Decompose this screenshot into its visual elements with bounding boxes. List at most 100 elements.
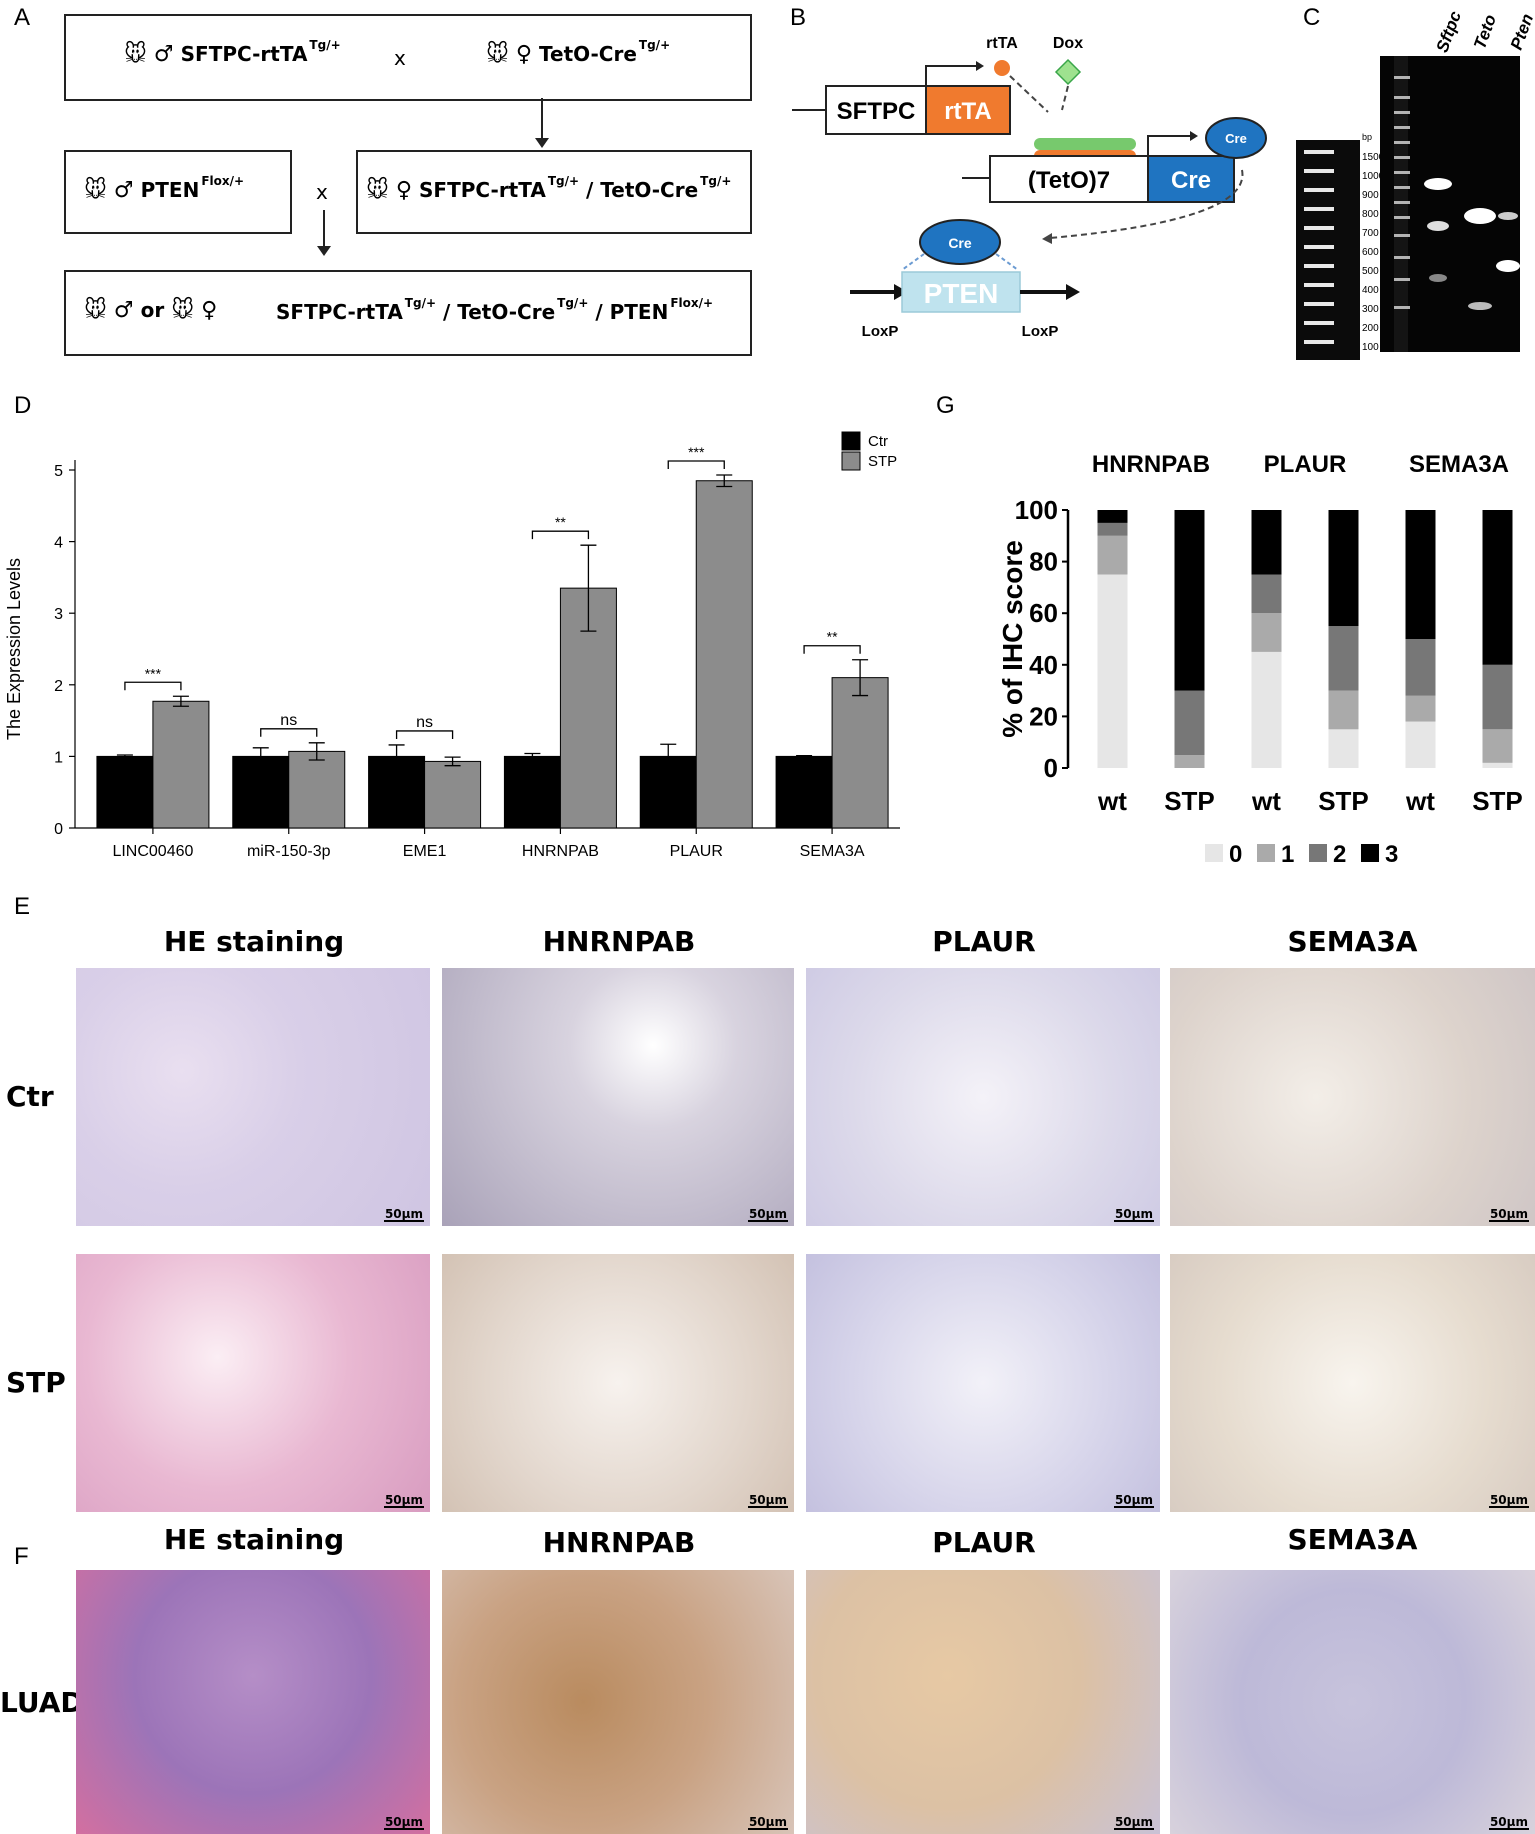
micrograph-sema3a-ctr: 50μm bbox=[1170, 968, 1535, 1226]
stack-segment-score-1 bbox=[1482, 729, 1513, 763]
ladder-band-300 bbox=[1304, 302, 1334, 306]
bar-stp-EME1 bbox=[424, 760, 482, 829]
ladder-band-1500 bbox=[1304, 150, 1334, 154]
stack-segment-score-2 bbox=[1328, 626, 1359, 691]
stack-segment-score-3 bbox=[1405, 510, 1436, 639]
column-title-hnrnpab: HNRNPAB bbox=[542, 925, 696, 958]
y-tick-label: 100 bbox=[1015, 495, 1058, 525]
mouse-icon: 🐭 bbox=[486, 42, 509, 67]
ladder-label-700: 700 bbox=[1362, 228, 1379, 239]
expression-bar-chart: 0 1 2 3 4 5 The Expression Levels LINC00460 *** m… bbox=[4, 431, 900, 860]
bar-stp-PLAUR bbox=[695, 480, 753, 829]
lane-label-teto: Teto bbox=[1470, 12, 1501, 52]
sftpc-rtta-label: SFTPC-rtTA bbox=[180, 42, 308, 66]
x-tick-label: HNRNPAB bbox=[522, 843, 599, 860]
male-symbol: ♂ bbox=[153, 42, 174, 67]
ladder-label-900: 900 bbox=[1362, 190, 1379, 201]
legend-swatch-2 bbox=[1309, 844, 1327, 862]
group-label: HNRNPAB bbox=[1092, 451, 1210, 478]
legend-swatch-3 bbox=[1361, 844, 1379, 862]
legend-label-2: 2 bbox=[1333, 841, 1346, 868]
micrograph-he-ctr: 50μm bbox=[76, 968, 430, 1226]
stack-segment-score-2 bbox=[1405, 639, 1436, 696]
significance-bracket bbox=[124, 681, 182, 691]
dox-label: Dox bbox=[1053, 35, 1083, 52]
micrograph-sema3a-luad: 50μm bbox=[1170, 1570, 1535, 1834]
x-tick-label: wt bbox=[1405, 786, 1435, 816]
cre-protein-icon bbox=[1205, 117, 1267, 159]
y-axis-label: % of IHC score bbox=[997, 540, 1028, 738]
pten-exon-box bbox=[901, 271, 1021, 313]
micrograph-he-luad: 50μm bbox=[76, 1570, 430, 1834]
y-tick-label: 5 bbox=[54, 463, 63, 480]
row-label-stp: STP bbox=[6, 1366, 66, 1399]
bar-stp-LINC00460 bbox=[152, 700, 210, 829]
panel-label-e: E bbox=[14, 893, 31, 920]
panel-label-g: G bbox=[936, 392, 955, 419]
bar-ctr-HNRNPAB bbox=[503, 755, 561, 829]
ladder-label-1000: 1000 bbox=[1362, 171, 1385, 182]
legend-label-stp: STP bbox=[868, 453, 897, 470]
micrograph-sema3a-stp: 50μm bbox=[1170, 1254, 1535, 1512]
legend-swatch-1 bbox=[1257, 844, 1275, 862]
x-tick-label: SEMA3A bbox=[800, 843, 865, 860]
panel-label-f: F bbox=[14, 1543, 29, 1570]
y-tick-label: 1 bbox=[54, 749, 63, 766]
y-tick-label: 3 bbox=[54, 606, 63, 623]
ladder-band-900 bbox=[1304, 188, 1334, 192]
stack-segment-score-2 bbox=[1097, 522, 1128, 536]
ladder-band-700 bbox=[1304, 226, 1334, 230]
mouse-icon: 🐭 bbox=[366, 178, 389, 203]
ladder-band-600 bbox=[1304, 245, 1334, 249]
ladder-band-200 bbox=[1304, 321, 1334, 325]
column-title-plaur: PLAUR bbox=[932, 925, 1036, 958]
stack-segment-score-0 bbox=[1482, 762, 1513, 768]
x-tick-label: PLAUR bbox=[670, 843, 723, 860]
cre-box bbox=[1147, 155, 1235, 203]
bar-ctr-miR-150-3p bbox=[232, 755, 290, 829]
teto-text: (TetO)7 bbox=[1028, 167, 1110, 194]
stack-segment-score-2 bbox=[1174, 690, 1205, 756]
bar-stp-SEMA3A bbox=[831, 677, 889, 829]
ladder-band-1000 bbox=[1304, 169, 1334, 173]
x-tick-label: STP bbox=[1472, 786, 1523, 816]
cross-box-2: 🐭 ♂ PTEN Flox/+ bbox=[64, 150, 292, 234]
x-tick-label: STP bbox=[1164, 786, 1215, 816]
micrograph-plaur-stp: 50μm bbox=[806, 1254, 1160, 1512]
sftpc-promoter-box bbox=[825, 85, 927, 135]
stack-segment-score-1 bbox=[1405, 695, 1436, 722]
ladder-band-800 bbox=[1304, 207, 1334, 211]
lane-label-sftpc: Sftpc bbox=[1432, 8, 1465, 56]
ladder-label-200: 200 bbox=[1362, 323, 1379, 334]
stack-segment-score-2 bbox=[1482, 664, 1513, 730]
stack-segment-score-2 bbox=[1251, 574, 1282, 614]
micrograph-he-stp: 50μm bbox=[76, 1254, 430, 1512]
mouse-icon: 🐭 bbox=[84, 298, 107, 323]
column-title-he: HE staining bbox=[163, 925, 345, 958]
ladder-scale: bp 1500 1000 900 800 700 600 500 400 300 200 100 bbox=[1342, 132, 1385, 372]
micrograph-hnrnpab-luad: 50μm bbox=[442, 1570, 794, 1834]
panel-label-a: A bbox=[14, 4, 31, 31]
rtta-text: rtTA bbox=[944, 98, 992, 125]
micrograph-plaur-luad: 50μm bbox=[806, 1570, 1160, 1834]
row-label-ctr: Ctr bbox=[6, 1080, 54, 1113]
stack-segment-score-3 bbox=[1174, 510, 1205, 691]
dox-molecule-icon bbox=[1054, 58, 1082, 86]
teto-cre-label: TetO-Cre bbox=[539, 42, 637, 66]
ladder-band-500 bbox=[1304, 264, 1334, 268]
y-tick-label: 0 bbox=[54, 821, 63, 838]
legend-label-1: 1 bbox=[1281, 841, 1294, 868]
ladder-gel-image bbox=[1296, 140, 1360, 360]
ladder-label-100: 100 bbox=[1362, 342, 1379, 353]
bar-stp-miR-150-3p bbox=[288, 750, 346, 829]
y-tick-label: 0 bbox=[1044, 753, 1058, 783]
sftpc-text: SFTPC bbox=[837, 98, 916, 125]
legend-label-3: 3 bbox=[1385, 841, 1398, 868]
arrow-down-2 bbox=[323, 210, 325, 250]
y-axis-label: The Expression Levels bbox=[4, 558, 24, 740]
ladder-label-400: 400 bbox=[1362, 285, 1379, 296]
y-tick-label: 80 bbox=[1029, 547, 1058, 577]
x-tick-label: wt bbox=[1251, 786, 1281, 816]
ladder-label-600: 600 bbox=[1362, 247, 1379, 258]
legend-swatch-0 bbox=[1205, 844, 1223, 862]
